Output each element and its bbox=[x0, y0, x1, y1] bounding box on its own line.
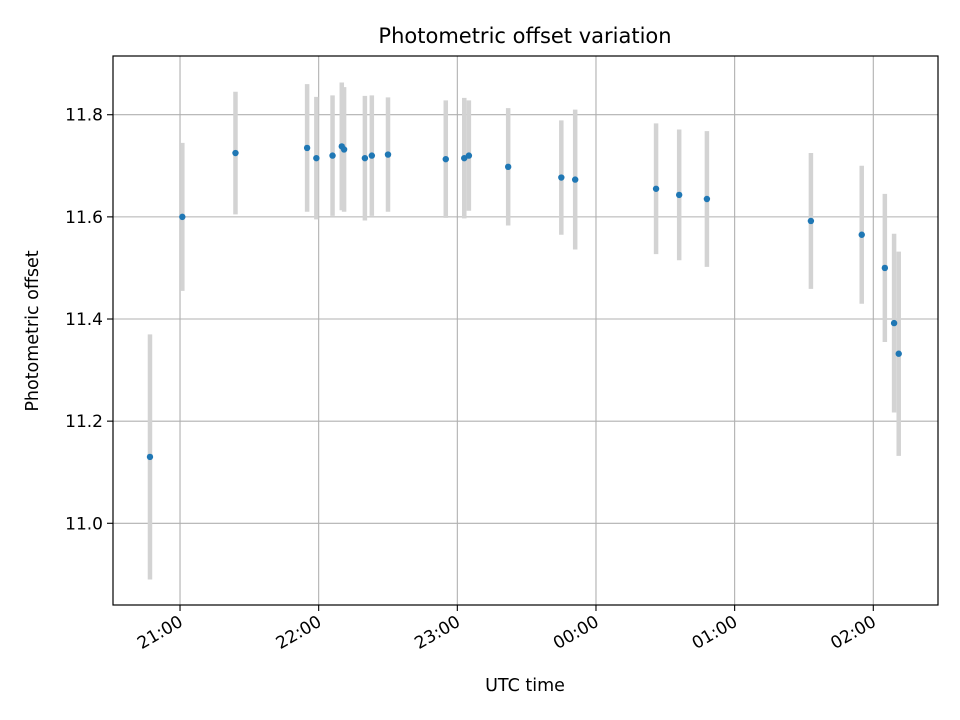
data-point bbox=[465, 152, 473, 159]
data-point bbox=[303, 144, 311, 152]
y-axis-ticks: 11.0 11.2 11.4 11.6 11.8 bbox=[65, 106, 113, 534]
y-axis-label: Photometric offset bbox=[23, 250, 43, 411]
y-tick-label: 11.2 bbox=[65, 412, 103, 432]
data-point bbox=[384, 151, 392, 158]
data-point bbox=[571, 176, 579, 183]
y-tick-label: 11.6 bbox=[65, 208, 103, 228]
data-points bbox=[146, 143, 902, 461]
data-point bbox=[340, 146, 348, 153]
y-tick-label: 11.4 bbox=[65, 310, 103, 330]
data-point bbox=[807, 217, 815, 225]
data-point bbox=[179, 213, 186, 221]
data-point bbox=[652, 185, 660, 192]
data-point bbox=[558, 174, 565, 181]
plot-frame bbox=[112, 55, 939, 606]
y-tick-label: 11.8 bbox=[65, 106, 103, 126]
data-point bbox=[504, 163, 512, 171]
data-point bbox=[361, 154, 369, 162]
data-point bbox=[232, 149, 239, 157]
grid-lines bbox=[113, 56, 938, 605]
data-point bbox=[675, 191, 683, 199]
data-point bbox=[895, 350, 902, 357]
data-point bbox=[329, 152, 336, 159]
y-tick-label: 11.0 bbox=[65, 514, 103, 534]
data-point bbox=[313, 154, 320, 162]
data-point bbox=[146, 453, 154, 461]
x-axis-label: UTC time bbox=[485, 676, 565, 696]
data-point bbox=[703, 195, 711, 203]
data-point bbox=[368, 152, 376, 159]
chart-title: Photometric offset variation bbox=[378, 24, 671, 48]
data-point bbox=[442, 155, 449, 163]
data-point bbox=[858, 231, 865, 238]
data-point bbox=[881, 264, 889, 272]
data-point bbox=[890, 319, 898, 327]
